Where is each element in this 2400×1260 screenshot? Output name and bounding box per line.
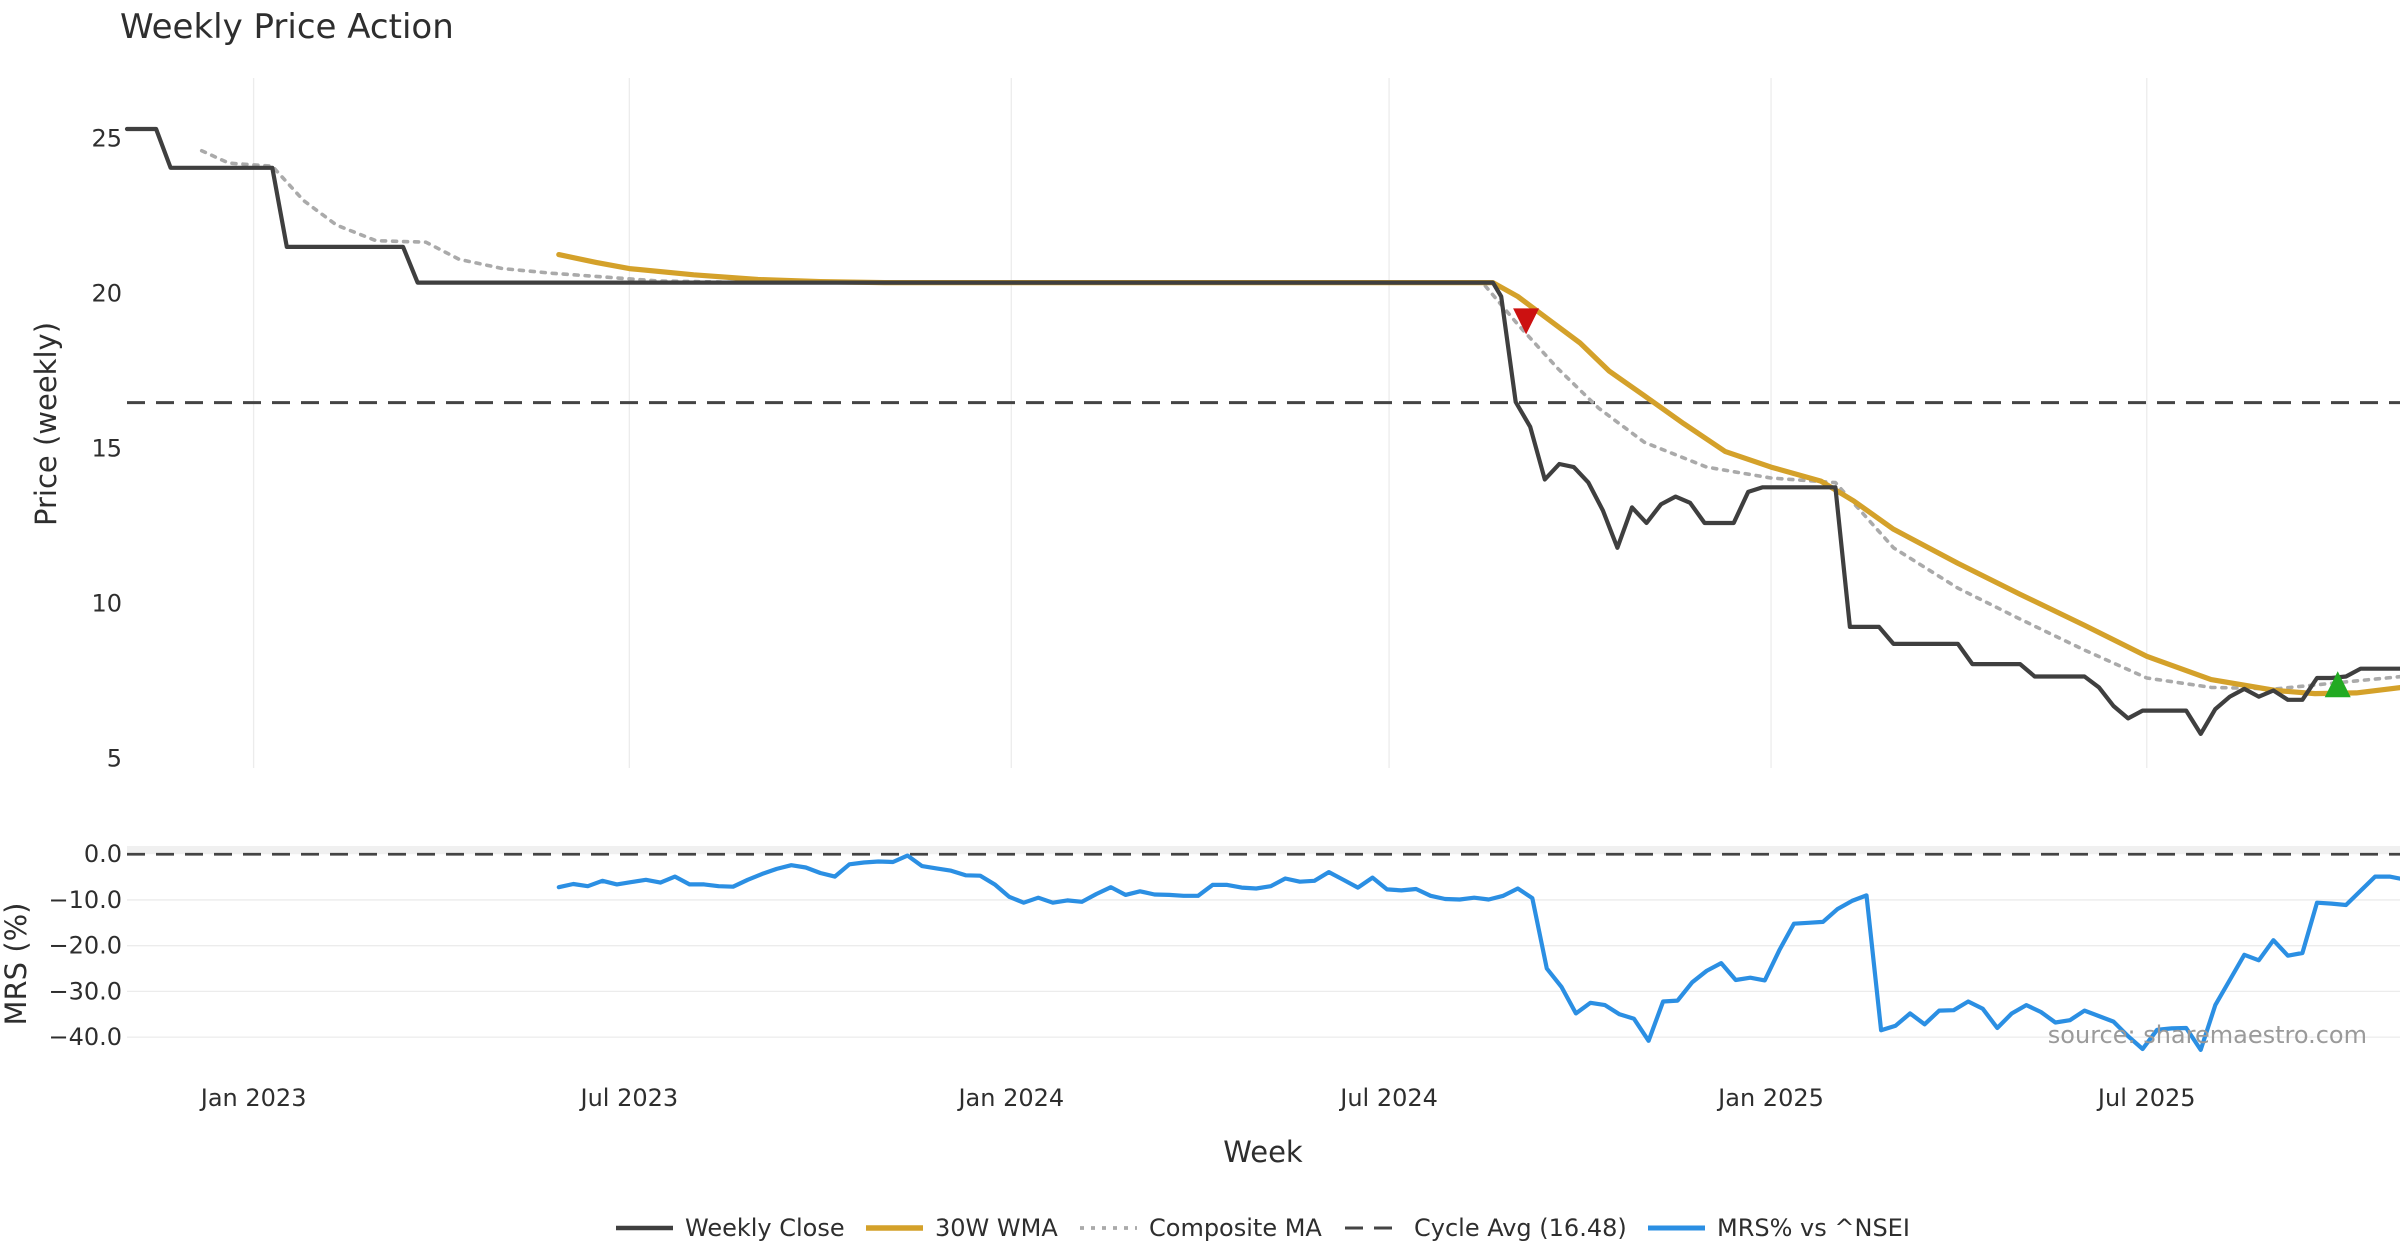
- mrs-y-tick-labels: 0.0 −10.0 −20.0 −30.0 −40.0: [48, 840, 122, 1051]
- legend-item-cycle-avg-16-48: Cycle Avg (16.48): [1345, 1214, 1627, 1242]
- legend: Weekly Close 30W WMA Composite MA Cycle Avg…: [616, 1214, 1910, 1242]
- mrs-panel: 0.0 −10.0 −20.0 −30.0 −40.0 MRS (%) source: …: [0, 840, 2400, 1052]
- price-y-tick: 10: [91, 590, 122, 618]
- price-y-axis-label: Price (weekly): [29, 322, 63, 526]
- mrs-positive-band: [127, 846, 2400, 855]
- x-axis-label: Week: [1223, 1135, 1303, 1169]
- sell-signal-marker: [1513, 308, 1540, 335]
- price-y-tick: 5: [107, 745, 122, 773]
- legend-label: MRS% vs ^NSEI: [1717, 1214, 1910, 1242]
- mrs-gridlines: [127, 899, 2400, 1038]
- mrs-y-tick: −20.0: [48, 932, 122, 960]
- legend-item-weekly-close: Weekly Close: [616, 1214, 845, 1242]
- series-weekly-close: [124, 126, 2400, 736]
- series-30w-wma: [556, 252, 2400, 697]
- price-y-tick: 25: [91, 124, 122, 152]
- price-series-lines: [124, 126, 2400, 736]
- mrs-series-line: [556, 853, 2400, 1052]
- price-y-tick: 15: [91, 435, 122, 463]
- x-tick: Jul 2023: [579, 1084, 679, 1112]
- buy-signal-marker: [2324, 671, 2351, 698]
- price-y-tick: 20: [91, 279, 122, 307]
- legend-label: Weekly Close: [685, 1214, 845, 1242]
- x-tick: Jan 2025: [1716, 1084, 1824, 1112]
- signal-markers: [1513, 308, 2351, 698]
- x-tick: Jan 2023: [199, 1084, 307, 1112]
- mrs-y-axis-label: MRS (%): [0, 903, 33, 1026]
- mrs-y-tick: −40.0: [48, 1023, 122, 1051]
- price-panel: 5 10 15 20 25 Price (weekly): [29, 78, 2400, 773]
- mrs-y-tick: −30.0: [48, 977, 122, 1005]
- legend-label: 30W WMA: [935, 1214, 1058, 1242]
- x-tick-labels: Jan 2023 Jul 2023 Jan 2024 Jul 2024 Jan 2025…: [199, 1084, 2196, 1112]
- x-tick: Jan 2024: [956, 1084, 1064, 1112]
- legend-item-mrs-vs-nsei: MRS% vs ^NSEI: [1648, 1214, 1910, 1242]
- series-composite-ma: [199, 148, 2400, 691]
- price-gridlines: [252, 78, 2148, 768]
- series-mrs-vs-nsei: [556, 853, 2400, 1052]
- mrs-y-tick: 0.0: [84, 840, 122, 868]
- legend-label: Cycle Avg (16.48): [1414, 1214, 1627, 1242]
- x-tick: Jul 2024: [1338, 1084, 1438, 1112]
- price-y-tick-labels: 5 10 15 20 25: [91, 124, 122, 772]
- legend-item-30w-wma: 30W WMA: [866, 1214, 1058, 1242]
- x-tick: Jul 2025: [2096, 1084, 2196, 1112]
- legend-label: Composite MA: [1149, 1214, 1322, 1242]
- source-credit: source: sharemaestro.com: [2048, 1021, 2367, 1049]
- mrs-y-tick: −10.0: [48, 886, 122, 914]
- chart-title: Weekly Price Action: [120, 7, 454, 47]
- legend-item-composite-ma: Composite MA: [1080, 1214, 1322, 1242]
